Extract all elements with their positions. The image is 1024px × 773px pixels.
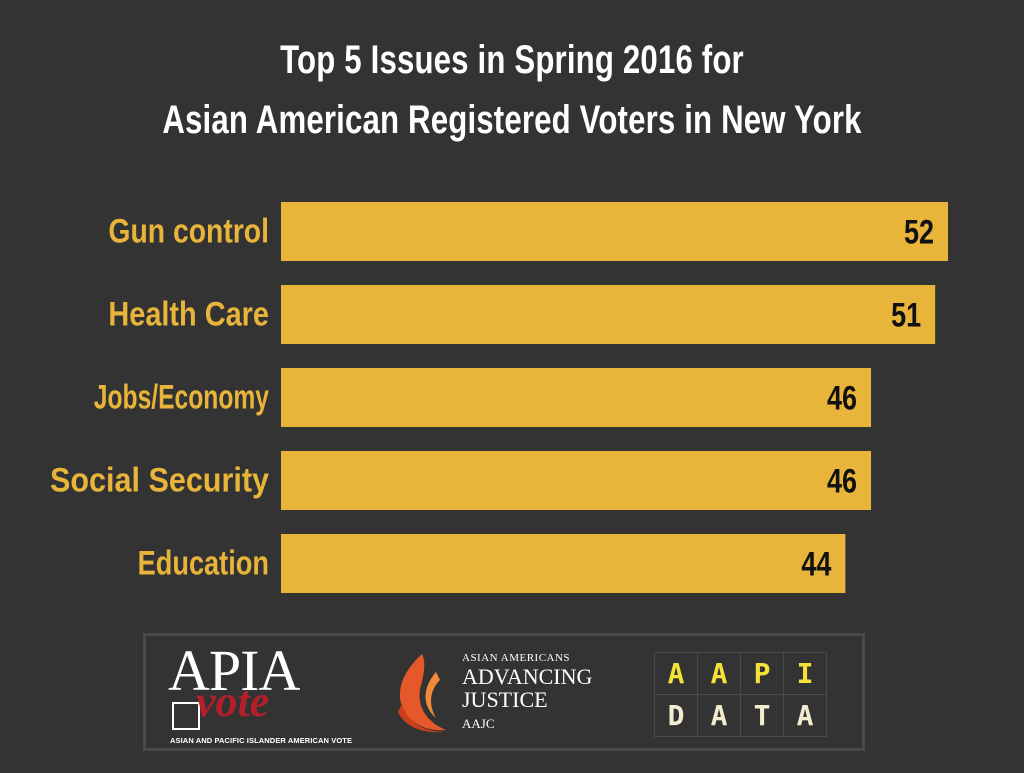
apia-vote-logo-word: APIA: [168, 638, 300, 703]
bar-chart: Gun control 52 Health Care 51 Jobs/Economy 46…: [50, 202, 948, 593]
chart-title-line-1: Top 5 Issues in Spring 2016 for: [280, 38, 744, 82]
aajc-logo-line-4: AAJC: [462, 716, 495, 731]
aapi-data-logo-letter: T: [741, 695, 784, 737]
bar-jobs-economy: [281, 368, 872, 427]
bar-education: [281, 534, 846, 593]
chart-title: Top 5 Issues in Spring 2016 for Asian Am…: [113, 30, 912, 150]
value-label: 46: [827, 463, 857, 501]
category-label: Jobs/Economy: [94, 379, 269, 417]
checkbox-icon: [172, 702, 200, 730]
value-label: 46: [827, 380, 857, 418]
category-label: Gun control: [108, 213, 269, 251]
aajc-logo-line-3: JUSTICE: [462, 687, 548, 712]
category-label: Social Security: [50, 462, 269, 500]
flame-icon: [398, 654, 446, 733]
aajc-logo-line-2: ADVANCING: [462, 664, 593, 689]
value-label: 44: [801, 546, 831, 584]
category-label: Health Care: [108, 296, 269, 334]
category-label: Education: [138, 545, 269, 583]
logo-panel: [143, 633, 865, 751]
aapi-data-logo-letter: D: [655, 695, 698, 737]
aajc-logo-line-1: ASIAN AMERICANS: [462, 652, 571, 664]
apia-vote-logo-tagline: ASIAN AND PACIFIC ISLANDER AMERICAN VOTE: [170, 736, 353, 745]
aajc-logo: ASIAN AMERICANS ADVANCING JUSTICE AAJC: [392, 650, 622, 740]
aapi-data-logo-letter: A: [698, 695, 741, 737]
apia-vote-logo-vote: vote: [196, 677, 270, 726]
aapi-data-logo-letter: A: [784, 695, 827, 737]
bar-social-security: [281, 451, 872, 510]
aapi-data-logo-letter: A: [698, 653, 741, 695]
value-label: 51: [891, 297, 921, 335]
bar-gun-control: [281, 202, 948, 261]
value-label: 52: [904, 214, 934, 252]
aapi-data-logo-letter: A: [655, 653, 698, 695]
aapi-data-logo-letter: I: [784, 653, 827, 695]
apia-vote-logo: APIA vote ASIAN AND PACIFIC ISLANDER AME…: [168, 638, 352, 750]
aapi-data-logo-letter: P: [741, 653, 784, 695]
bar-health-care: [281, 285, 936, 344]
chart-title-line-2: Asian American Registered Voters in New …: [162, 98, 862, 142]
